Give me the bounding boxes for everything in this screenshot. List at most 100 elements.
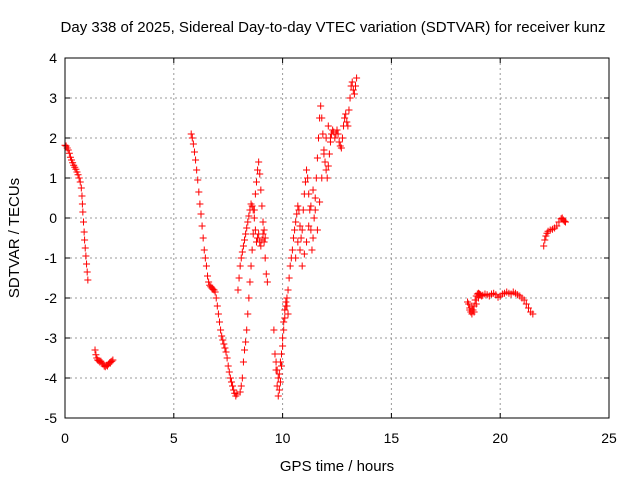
y-tick-label: -2: [45, 290, 58, 306]
chart-title: Day 338 of 2025, Sidereal Day-to-day VTE…: [61, 19, 606, 36]
data-point: [194, 176, 202, 184]
data-point: [83, 260, 91, 268]
data-point: [244, 310, 252, 318]
data-point: [248, 202, 256, 210]
data-point: [292, 218, 300, 226]
data-point: [251, 190, 259, 198]
data-point: [245, 212, 253, 220]
data-point: [293, 210, 301, 218]
data-point: [288, 246, 296, 254]
data-point: [283, 294, 291, 302]
data-point: [275, 386, 283, 394]
x-tick-label: 0: [61, 430, 69, 446]
data-point: [227, 378, 235, 386]
data-point: [348, 78, 356, 86]
data-point: [219, 336, 227, 344]
data-point: [192, 156, 200, 164]
data-point: [108, 357, 116, 365]
data-point: [74, 171, 82, 179]
data-point: [307, 202, 315, 210]
data-point: [200, 246, 208, 254]
data-point: [78, 192, 86, 200]
data-point: [470, 308, 478, 316]
data-point: [223, 354, 231, 362]
data-point: [300, 250, 308, 258]
data-point: [334, 130, 342, 138]
data-point: [234, 286, 242, 294]
data-point: [188, 134, 196, 142]
data-point: [529, 310, 537, 318]
data-point: [225, 368, 233, 376]
data-point: [64, 146, 72, 154]
data-point: [313, 226, 321, 234]
data-point: [294, 238, 302, 246]
data-point: [286, 262, 294, 270]
y-tick-label: 0: [49, 210, 57, 226]
data-point: [278, 350, 286, 358]
data-point: [280, 326, 288, 334]
data-point: [248, 246, 256, 254]
data-point: [524, 304, 532, 312]
y-tick-label: -3: [45, 330, 58, 346]
data-point: [324, 162, 332, 170]
data-point: [316, 198, 324, 206]
data-point: [241, 236, 249, 244]
y-tick-label: 4: [49, 50, 57, 66]
data-point: [283, 302, 291, 310]
data-point: [213, 302, 221, 310]
data-point: [280, 318, 288, 326]
data-point: [344, 122, 352, 130]
data-point: [540, 242, 548, 250]
data-point: [79, 208, 87, 216]
data-point: [220, 340, 228, 348]
y-tick-label: -4: [45, 370, 58, 386]
data-point: [83, 268, 91, 276]
data-point: [273, 382, 281, 390]
data-point: [561, 218, 569, 226]
data-point: [254, 234, 262, 242]
data-point: [322, 166, 330, 174]
y-tick-label: -1: [45, 250, 58, 266]
data-point: [259, 230, 267, 238]
data-point: [301, 178, 309, 186]
data-point: [284, 310, 292, 318]
data-point: [270, 326, 278, 334]
data-point: [250, 206, 258, 214]
data-point: [273, 366, 281, 374]
data-point: [79, 218, 87, 226]
data-point: [65, 149, 73, 157]
data-point: [109, 356, 117, 364]
data-points: [61, 74, 569, 400]
data-point: [258, 202, 266, 210]
data-point: [195, 188, 203, 196]
data-point: [275, 370, 283, 378]
data-point: [211, 288, 219, 296]
data-point: [345, 106, 353, 114]
data-point: [242, 338, 250, 346]
data-point: [250, 214, 258, 222]
data-point: [333, 126, 341, 134]
data-point: [82, 252, 90, 260]
data-point: [309, 234, 317, 242]
data-point: [262, 270, 270, 278]
data-point: [276, 378, 284, 386]
data-point: [522, 300, 530, 308]
data-point: [298, 226, 306, 234]
data-point: [259, 218, 267, 226]
data-point: [560, 217, 568, 225]
data-point: [81, 244, 89, 252]
data-point: [296, 222, 304, 230]
data-point: [245, 294, 253, 302]
data-point: [281, 306, 289, 314]
data-point: [472, 300, 480, 308]
data-point: [260, 226, 268, 234]
data-point: [241, 346, 249, 354]
data-point: [189, 140, 197, 148]
data-point: [279, 342, 287, 350]
data-point: [337, 144, 345, 152]
data-point: [201, 254, 209, 262]
data-point: [75, 174, 83, 182]
data-point: [261, 234, 269, 242]
data-point: [274, 374, 282, 382]
data-point: [239, 358, 247, 366]
